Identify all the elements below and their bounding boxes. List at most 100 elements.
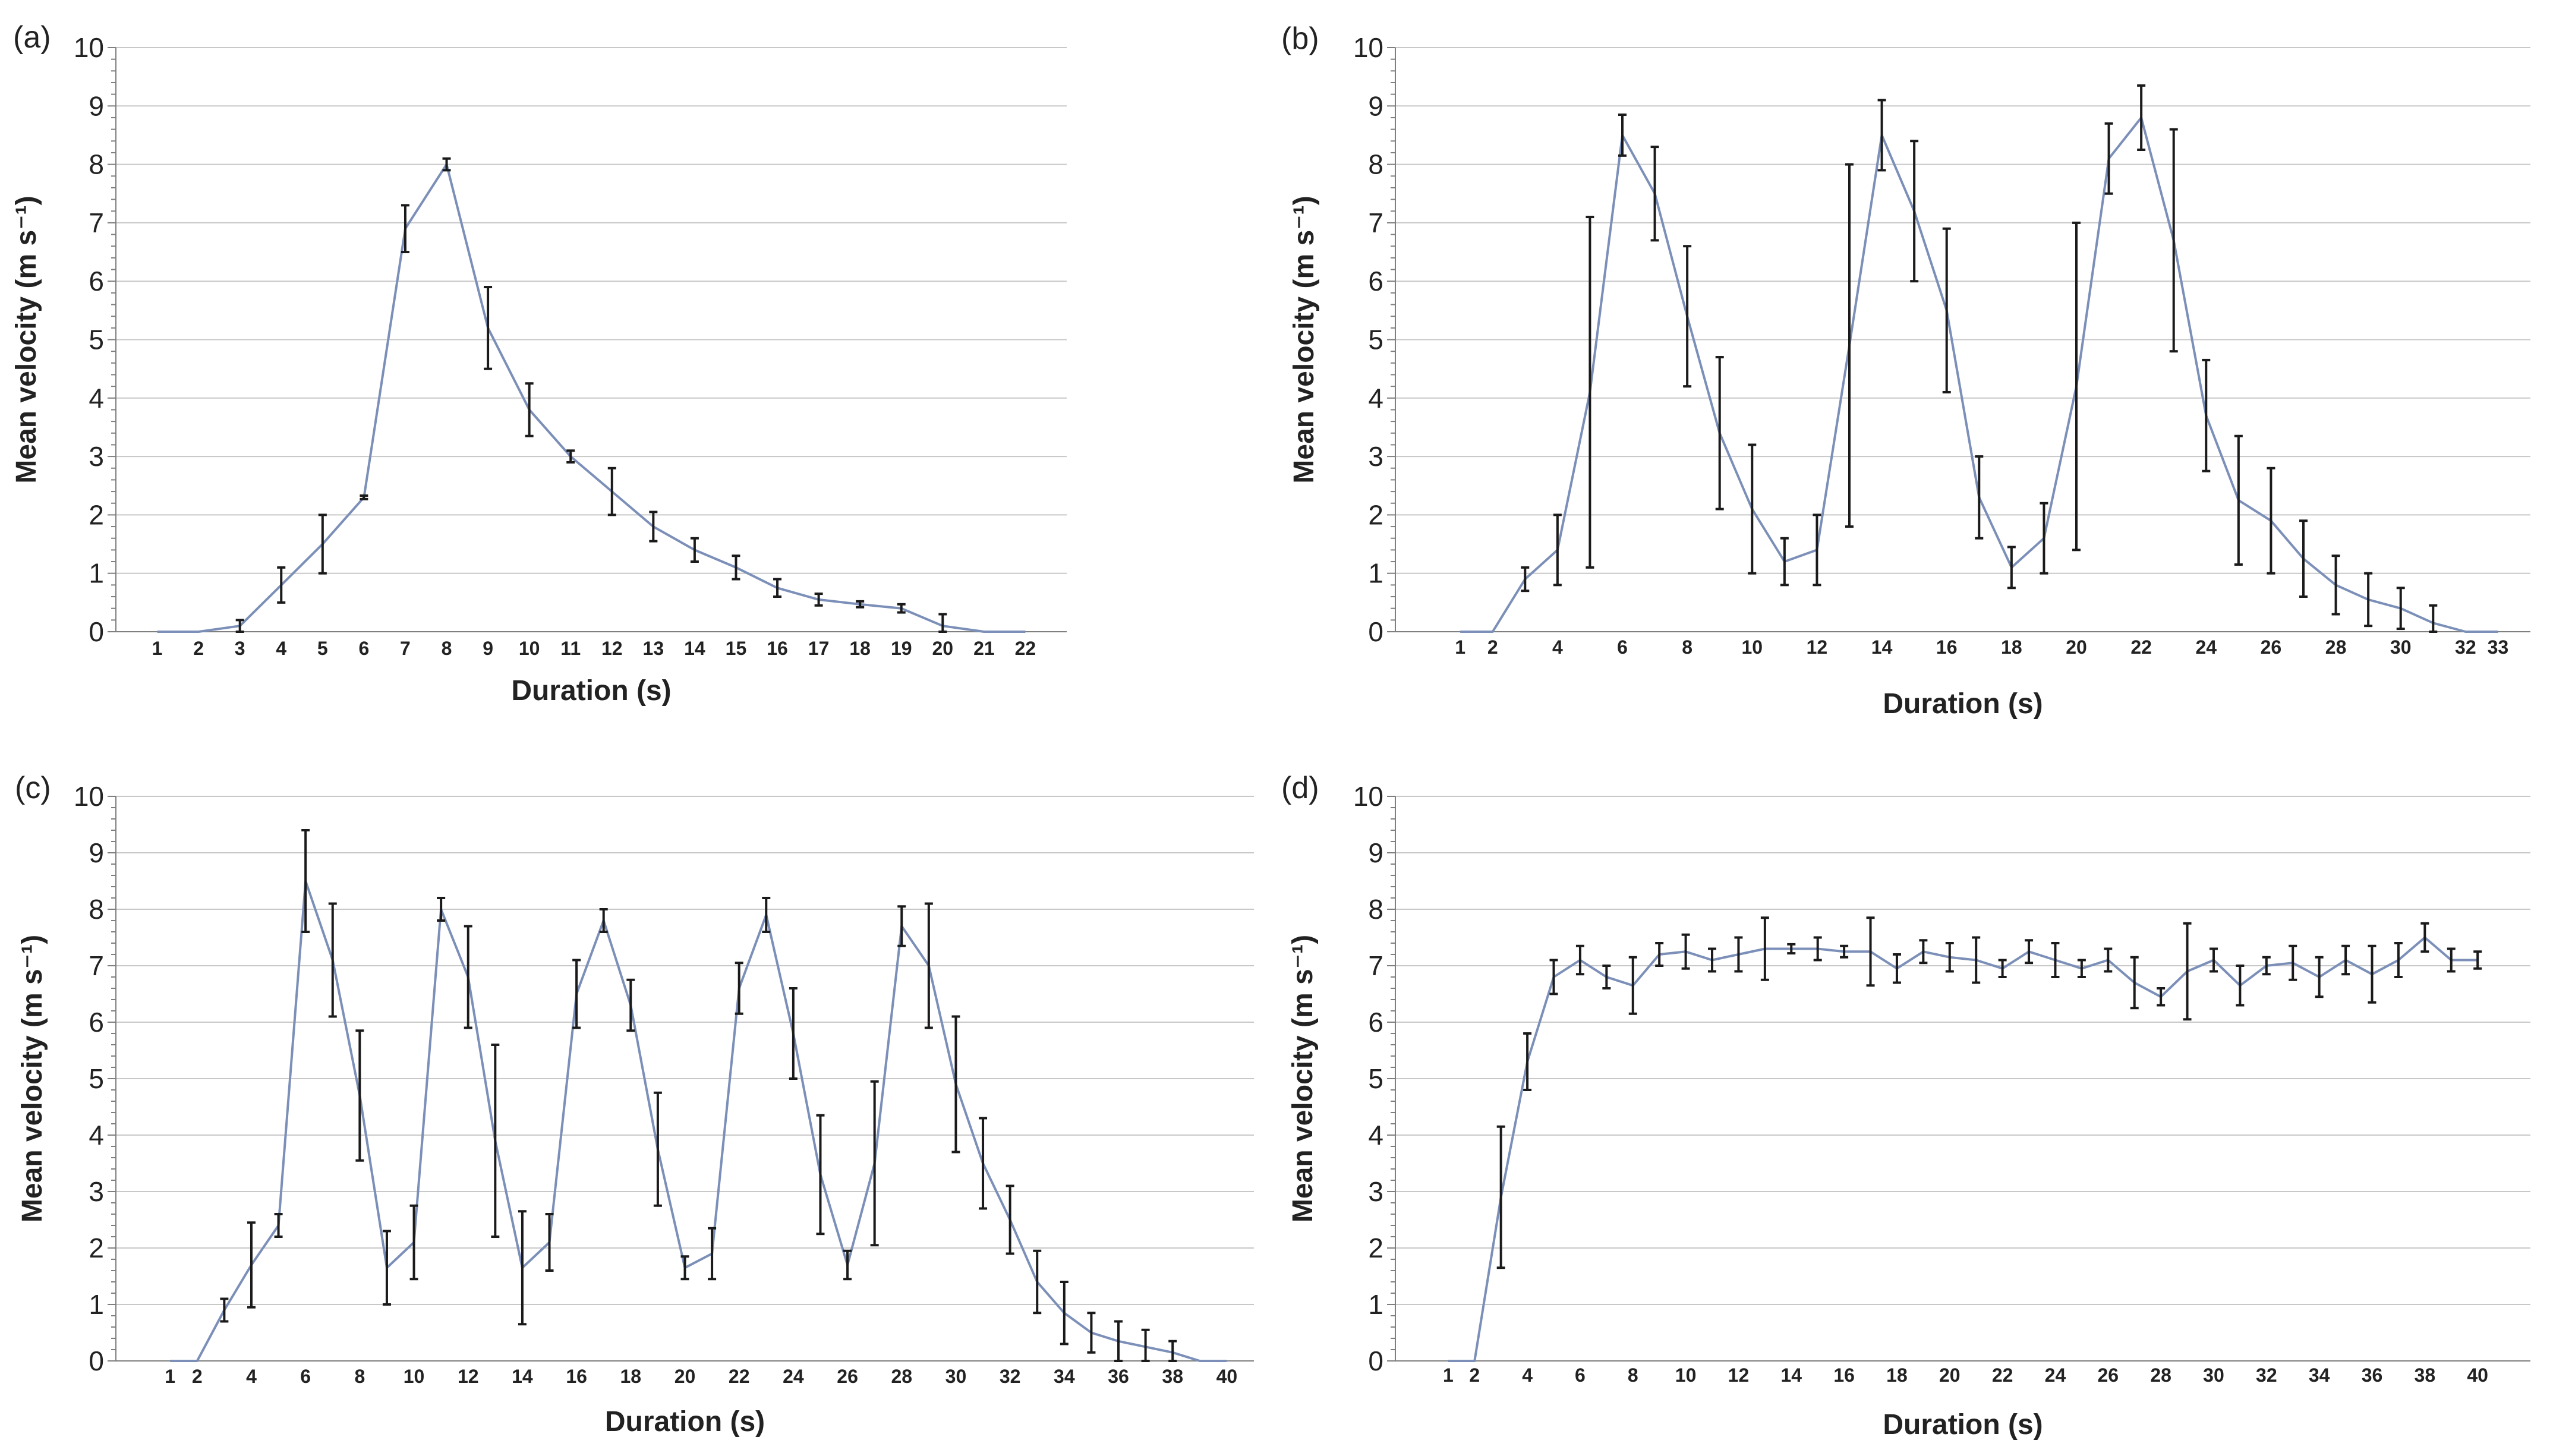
- x-tick-label: 24: [2195, 636, 2217, 658]
- error-bar: [518, 1210, 527, 1326]
- series-line: [157, 163, 1026, 633]
- error-bar: [277, 566, 286, 604]
- error-bar: [382, 1230, 391, 1306]
- error-bar: [1141, 1328, 1150, 1362]
- y-tick-label: 7: [1368, 207, 1383, 238]
- y-tick-label: 3: [1368, 1176, 1383, 1207]
- error-bar: [856, 600, 865, 609]
- y-tick-label: 10: [1353, 32, 1383, 63]
- error-bar: [773, 578, 782, 598]
- y-tick-label: 1: [89, 558, 104, 589]
- x-tick-label: 13: [643, 638, 664, 659]
- x-tick-labels: 1 2 3 4 5 6 7 8 9 10 11 12 13 14 15 16 17 18 19 20 21 22: [152, 638, 1036, 659]
- error-bar: [2394, 942, 2403, 978]
- y-tick-label: 8: [1368, 149, 1383, 180]
- error-bar: [1840, 944, 1849, 959]
- error-bar: [1681, 933, 1690, 970]
- chart-panel-b: 0 1 2 3 4 5 6 7 8 9 10 1 2 4 6 8 10 12 14 16 18 20 22 24 26 28 30 3…: [1276, 0, 2553, 728]
- x-tick-label: 2: [1469, 1364, 1480, 1386]
- error-bar: [2236, 965, 2245, 1007]
- error-bars: [1521, 84, 2438, 633]
- x-tick-label: 34: [2309, 1364, 2330, 1386]
- gridlines: [1395, 47, 2530, 574]
- error-bar: [545, 1213, 554, 1272]
- error-bar: [1945, 942, 1954, 973]
- error-bar: [1521, 566, 1530, 593]
- y-tick-label: 6: [1368, 266, 1383, 297]
- error-bar: [2368, 944, 2377, 1004]
- x-tick-label: 5: [317, 638, 328, 659]
- axes: [108, 796, 1254, 1362]
- error-bar: [2331, 554, 2340, 616]
- y-tick-label: 8: [1368, 894, 1383, 925]
- x-tick-label: 14: [512, 1366, 533, 1387]
- x-tick-label: 1: [165, 1366, 175, 1387]
- error-bar: [2025, 939, 2034, 965]
- error-bar: [1998, 959, 2007, 978]
- error-bar: [1972, 936, 1981, 984]
- error-bar: [2447, 947, 2456, 973]
- x-tick-label: 24: [783, 1366, 804, 1387]
- y-tick-label: 2: [1368, 499, 1383, 530]
- error-bar: [1866, 916, 1875, 987]
- error-bar: [401, 204, 409, 254]
- x-tick-labels: 1 2 4 6 8 10 12 14 16 18 20 22 24 26 28 30 32 34 36 38 40: [1443, 1364, 2488, 1386]
- error-bars: [235, 157, 947, 633]
- error-bar: [2420, 922, 2429, 953]
- x-tick-label: 40: [2467, 1364, 2488, 1386]
- error-bar: [690, 537, 699, 563]
- x-tick-label: 38: [1162, 1366, 1183, 1387]
- x-tick-label: 14: [1780, 1364, 1802, 1386]
- error-bar: [1496, 1125, 1505, 1269]
- error-bar: [816, 1114, 825, 1236]
- panel-label: (b): [1281, 21, 1319, 56]
- y-tick-label: 1: [89, 1289, 104, 1320]
- error-bar: [2262, 956, 2271, 976]
- error-bar: [1760, 916, 1769, 981]
- axes: [108, 47, 1067, 632]
- error-bar: [220, 1297, 229, 1323]
- x-tick-label: 4: [1552, 636, 1563, 658]
- error-bar: [735, 962, 743, 1015]
- error-bar: [2396, 587, 2405, 631]
- x-tick-label: 6: [358, 638, 369, 659]
- y-tick-label: 3: [89, 441, 104, 472]
- error-bar: [2007, 546, 2016, 590]
- x-axis-title: Duration (s): [605, 1406, 765, 1438]
- x-tick-label: 20: [932, 638, 954, 659]
- y-axis-title: Mean velocity (m s⁻¹): [11, 196, 42, 483]
- y-tick-label: 2: [89, 499, 104, 530]
- error-bar: [1748, 443, 1757, 575]
- error-bar: [1553, 513, 1562, 587]
- x-tick-label: 2: [1487, 636, 1498, 658]
- error-bar: [1586, 216, 1594, 569]
- error-bar: [566, 449, 575, 464]
- x-tick-label: 16: [1833, 1364, 1855, 1386]
- error-bar: [1813, 513, 1821, 587]
- x-tick-label: 22: [729, 1366, 750, 1387]
- x-tick-label: 2: [192, 1366, 203, 1387]
- x-tick-label: 30: [2390, 636, 2412, 658]
- x-tick-label: 8: [442, 638, 452, 659]
- error-bar: [870, 1080, 879, 1247]
- error-bar: [2364, 572, 2373, 628]
- x-tick-label: 10: [1675, 1364, 1697, 1386]
- x-tick-label: 26: [2261, 636, 2282, 658]
- y-axis-title: Mean velocity (m s⁻¹): [1288, 196, 1320, 483]
- x-tick-label: 10: [519, 638, 540, 659]
- error-bar: [626, 978, 635, 1032]
- error-bar: [301, 829, 310, 933]
- x-tick-label: 15: [726, 638, 747, 659]
- error-bar: [599, 908, 608, 933]
- y-tick-label: 6: [1368, 1007, 1383, 1038]
- error-bar: [235, 619, 244, 633]
- error-bar: [2072, 221, 2081, 551]
- error-bar: [2104, 122, 2113, 195]
- error-bar: [1087, 1312, 1096, 1354]
- y-tick-label: 1: [1368, 1289, 1383, 1320]
- x-tick-labels: 1 2 4 6 8 10 12 14 16 18 20 22 24 26 28 30 32 34 36 38 40: [165, 1366, 1237, 1387]
- error-bar: [1715, 355, 1724, 510]
- x-tick-label: 7: [400, 638, 411, 659]
- error-bar: [1650, 146, 1659, 242]
- y-axis-title: Mean velocity (m s⁻¹): [1287, 935, 1319, 1222]
